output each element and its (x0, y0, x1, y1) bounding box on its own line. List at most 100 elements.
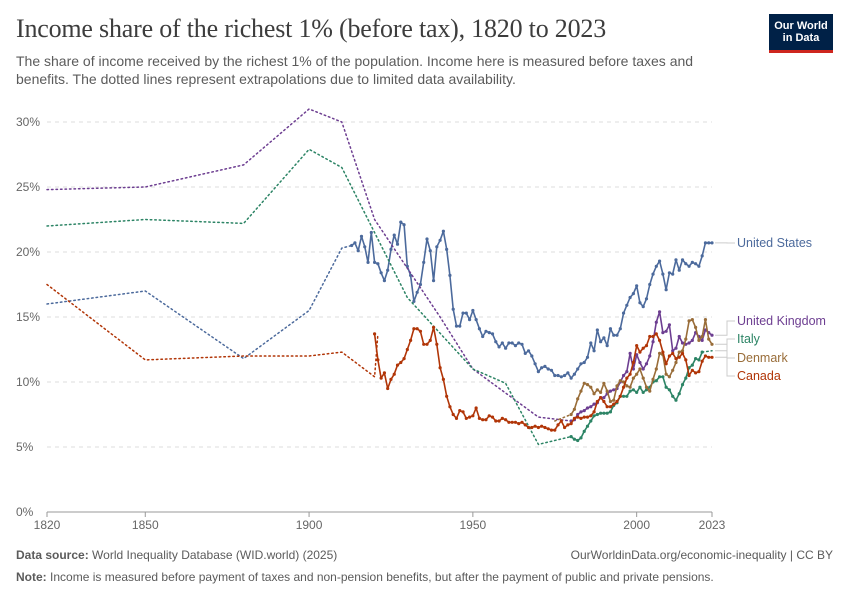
denmark-data-point (674, 360, 678, 365)
united-kingdom-data-point (644, 362, 649, 366)
denmark-data-point (625, 384, 629, 388)
italy-data-point (671, 394, 675, 398)
denmark-data-point (615, 384, 619, 388)
canada-extrapolation-line (46, 283, 379, 379)
united-states-data-point (494, 340, 498, 344)
canada-data-line (373, 326, 712, 431)
united-states-data-point (684, 262, 688, 266)
url-line[interactable]: OurWorldinData.org/economic-inequality |… (570, 548, 833, 562)
italy-data-point (694, 357, 698, 361)
denmark-data-point (648, 389, 652, 393)
united-states-data-point (448, 273, 452, 277)
canada-data-point (562, 425, 567, 430)
canada-data-point (556, 423, 560, 427)
italy-data-line (570, 351, 703, 442)
united-states-data-point (428, 249, 432, 253)
italy-data-point (579, 436, 583, 440)
united-kingdom-label: United Kingdom (737, 314, 826, 328)
y-tick-label: 10% (16, 375, 40, 389)
united-states-data-point (566, 371, 570, 375)
italy-data-point (684, 376, 688, 380)
united-kingdom-data-point (667, 323, 672, 327)
canada-data-point (543, 425, 547, 430)
italy-label: Italy (737, 332, 761, 346)
denmark-data-point (654, 367, 658, 371)
canada-data-point (422, 342, 426, 346)
series-labels: United States United Kingdom Italy Denmark C… (715, 236, 826, 383)
united-states-data-point (592, 349, 596, 353)
canada-data-point (648, 334, 652, 339)
canada-data-point (379, 376, 383, 380)
canada-data-point (585, 415, 590, 419)
united-states-data-point (638, 301, 642, 305)
note-label: Note: (16, 570, 47, 584)
united-states-data-point (543, 364, 547, 368)
united-states-data-point (540, 366, 544, 370)
canada-data-point (572, 416, 577, 420)
united-states-data-point (667, 271, 672, 275)
canada-data-point (700, 359, 704, 363)
united-states-data-point (510, 341, 514, 345)
canada-data-point (520, 420, 524, 424)
united-states-data-point (664, 288, 668, 292)
series-united-states (46, 220, 714, 380)
canada-data-point (402, 357, 406, 361)
canada-data-point (582, 415, 586, 419)
united-states-data-point (615, 333, 619, 337)
united-states-data-point (694, 262, 698, 266)
denmark-data-point (657, 351, 662, 355)
united-states-data-point (605, 344, 609, 348)
denmark-data-point (687, 319, 691, 323)
x-tick-label: 1900 (296, 518, 323, 532)
united-kingdom-data-point (602, 396, 606, 400)
italy-data-point (599, 411, 603, 415)
canada-data-point (576, 415, 580, 419)
canada-data-point (621, 385, 626, 389)
united-states-data-point (602, 336, 606, 340)
owid-logo[interactable]: Our World in Data (769, 14, 833, 53)
italy-data-point (657, 375, 662, 379)
denmark-data-point (599, 390, 603, 394)
denmark-data-point (585, 383, 590, 387)
canada-data-point (441, 377, 445, 381)
denmark-data-point (572, 407, 577, 411)
united-states-data-point (454, 324, 459, 328)
united-states-data-point (395, 242, 400, 246)
canada-data-point (667, 354, 672, 358)
canada-data-point (690, 368, 694, 372)
italy-data-point (602, 411, 606, 415)
united-kingdom-data-point (700, 338, 704, 342)
united-states-data-point (556, 373, 560, 378)
united-kingdom-data-point (648, 354, 652, 358)
denmark-data-point (579, 389, 583, 393)
united-kingdom-data-point (638, 360, 642, 365)
italy-label-connector (715, 338, 735, 352)
italy-data-point (677, 392, 681, 396)
italy-data-point (628, 389, 632, 393)
united-states-data-point (618, 327, 622, 331)
source-link[interactable]: World Inequality Database (WID.world) (2… (92, 548, 338, 562)
united-states-data-point (648, 282, 652, 287)
canada-data-point (595, 399, 599, 404)
united-states-data-point (484, 329, 488, 333)
united-kingdom-data-point (625, 370, 629, 374)
united-states-data-point (687, 264, 691, 268)
united-states-data-point (504, 346, 508, 350)
united-states-data-point (353, 241, 357, 245)
x-tick-label: 1850 (132, 518, 159, 532)
italy-extrapolation-line (46, 148, 572, 446)
canada-data-point (592, 410, 596, 414)
united-states-data-point (458, 324, 462, 328)
denmark-data-point (707, 337, 711, 341)
canada-data-point (618, 394, 622, 398)
denmark-data-point (618, 379, 622, 383)
united-states-data-point (579, 362, 583, 366)
canada-data-point (497, 419, 501, 423)
united-states-data-point (674, 258, 678, 262)
canada-data-point (549, 428, 554, 432)
united-states-data-point (625, 303, 629, 307)
united-states-data-point (490, 332, 495, 336)
united-states-data-point (690, 260, 694, 264)
united-states-data-point (582, 360, 586, 365)
united-kingdom-data-point (628, 351, 632, 355)
